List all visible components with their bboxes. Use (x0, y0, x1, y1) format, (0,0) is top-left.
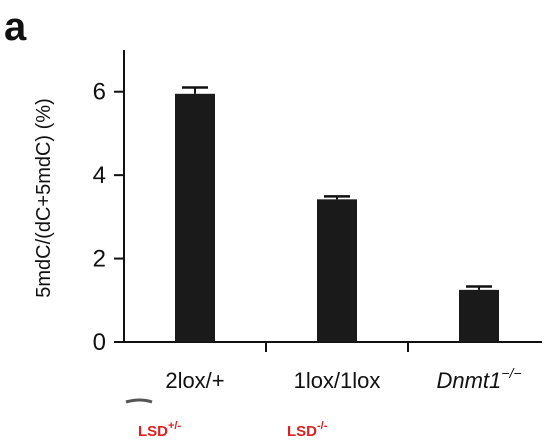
stray-mark (125, 398, 153, 404)
genotype-annotation: LSD+/- (138, 420, 181, 440)
x-tick-label: 1lox/1lox (294, 368, 381, 393)
x-tick-label: 2lox/+ (165, 368, 224, 393)
y-axis-label: 5mdC/(dC+5mdC) (%) (33, 98, 55, 297)
bar (175, 93, 215, 342)
annotations: LSD+/- LSD-/- (138, 420, 328, 440)
x-tick-label: Dnmt1−/− (436, 365, 521, 393)
y-tick-label: 2 (93, 246, 106, 273)
error-bars (182, 86, 492, 290)
category-labels: 2lox/+ 1lox/1lox Dnmt1−/− (165, 365, 521, 393)
bar (317, 199, 357, 342)
genotype-annotation: LSD-/- (287, 420, 328, 440)
x-ticks (265, 342, 409, 352)
y-tick-label: 0 (93, 329, 106, 356)
bar (459, 289, 499, 342)
y-tick-label: 4 (93, 162, 106, 189)
panel-letter: a (4, 5, 27, 49)
bars (175, 93, 499, 342)
y-ticks: 0 2 4 6 (93, 79, 124, 356)
y-tick-label: 6 (93, 79, 106, 106)
